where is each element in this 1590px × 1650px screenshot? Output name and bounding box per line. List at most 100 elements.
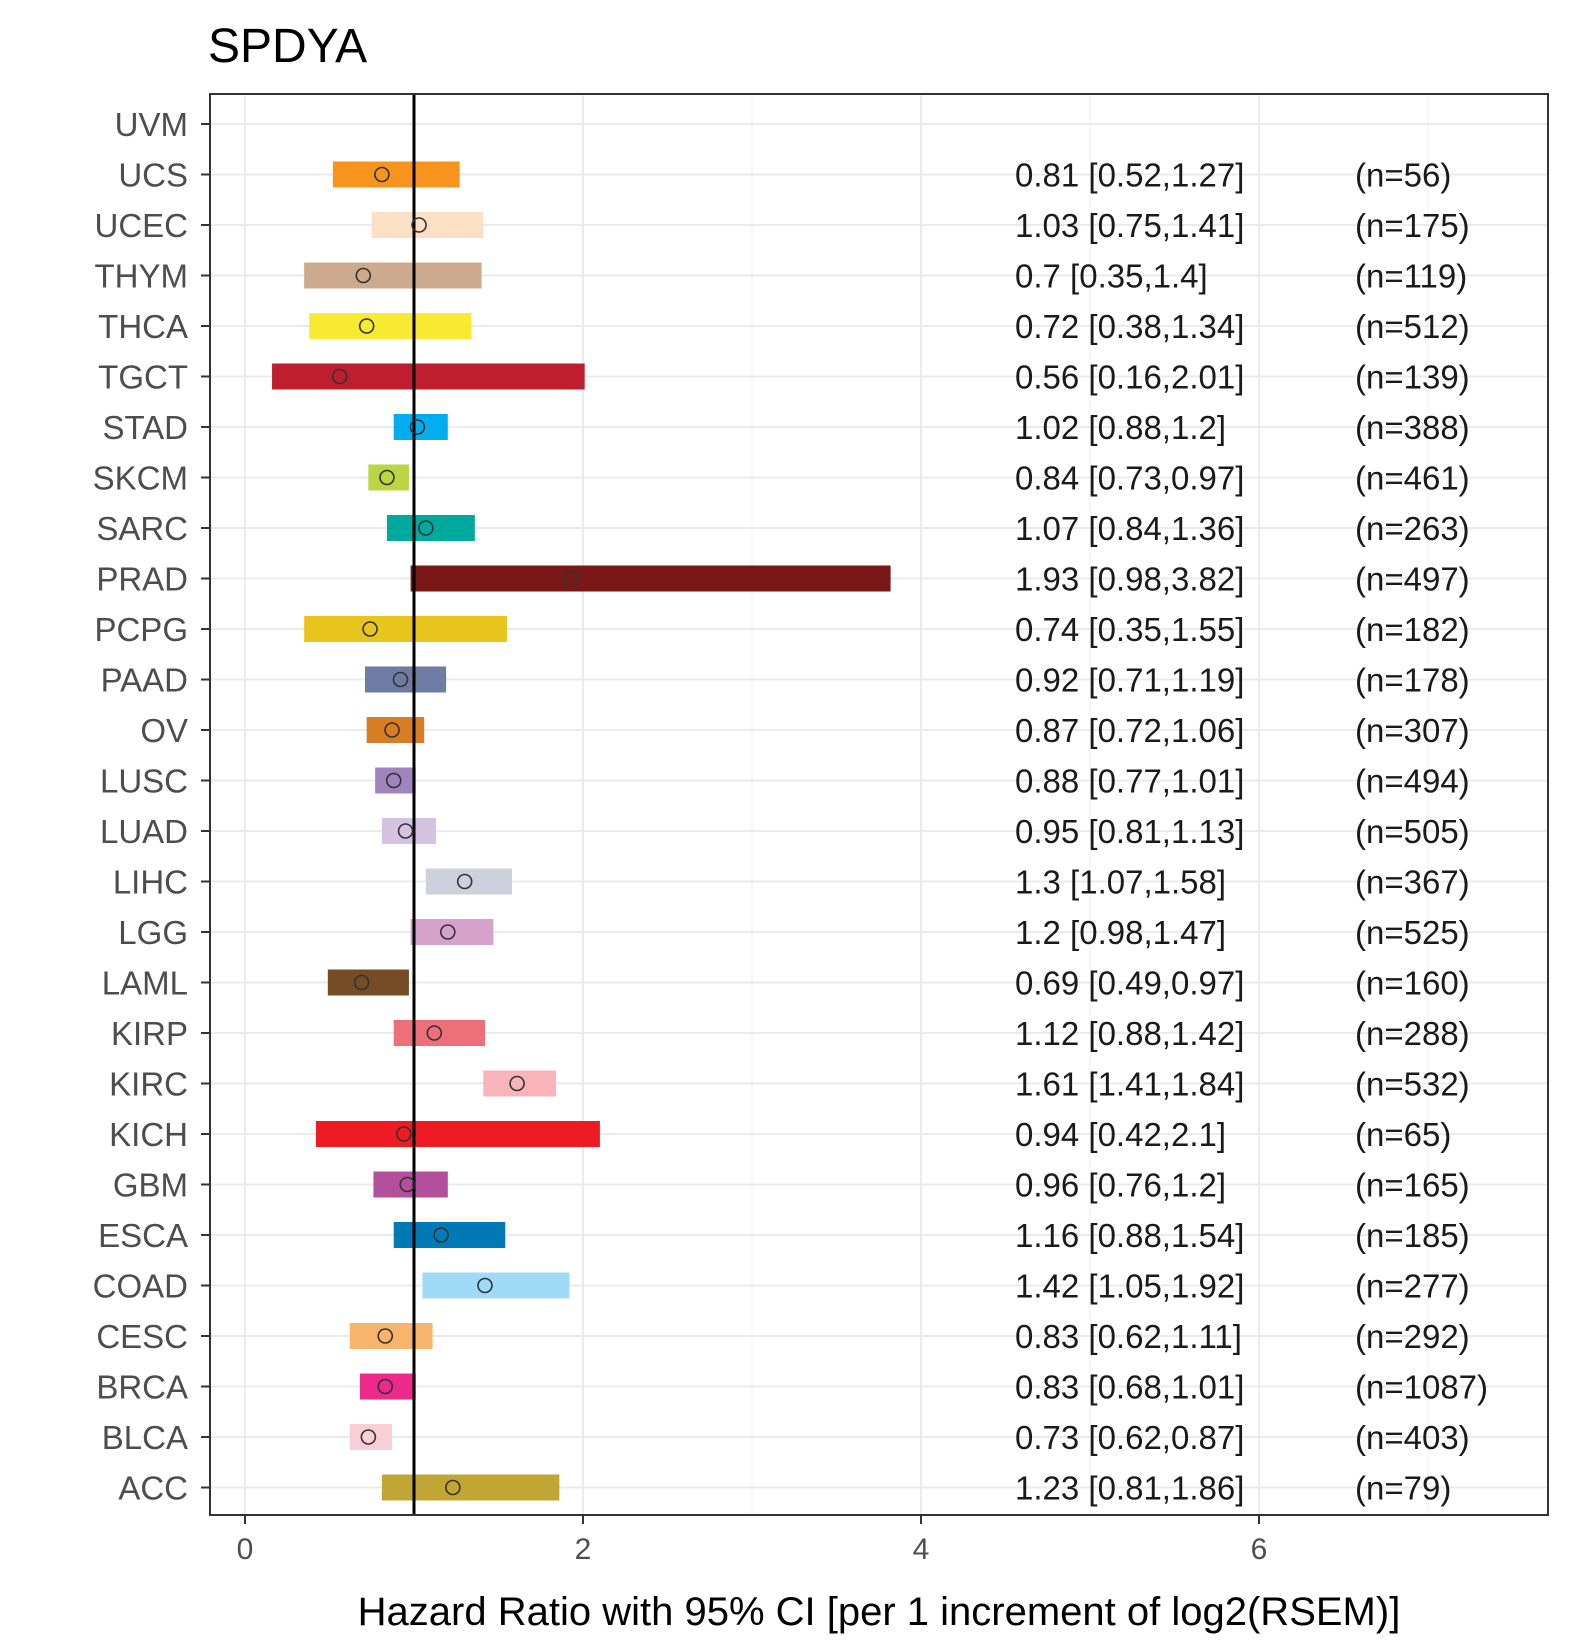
n-text-ucec: (n=175) <box>1355 207 1470 244</box>
y-tick-label-pcpg: PCPG <box>94 611 188 648</box>
n-text-lusc: (n=494) <box>1355 763 1470 800</box>
n-text-cesc: (n=292) <box>1355 1318 1470 1355</box>
n-text-stad: (n=388) <box>1355 409 1470 446</box>
ci-text-blca: 0.73 [0.62,0.87] <box>1015 1419 1244 1456</box>
ci-bars <box>272 161 891 1501</box>
hr-point-brca <box>377 1378 394 1395</box>
n-text-lgg: (n=525) <box>1355 914 1470 951</box>
hr-point-tgct <box>331 368 348 385</box>
ci-bar-ucs <box>332 161 460 188</box>
ci-bar-ov <box>366 717 425 743</box>
hr-point-lihc <box>456 873 473 890</box>
y-tick-label-ucec: UCEC <box>94 207 188 244</box>
n-text-acc: (n=79) <box>1355 1470 1451 1507</box>
y-tick-label-uvm: UVM <box>115 106 188 143</box>
ci-text-tgct: 0.56 [0.16,2.01] <box>1015 359 1244 396</box>
n-text-kirc: (n=532) <box>1355 1066 1470 1103</box>
ci-text-prad: 1.93 [0.98,3.82] <box>1015 561 1244 598</box>
hr-point-gbm <box>399 1176 416 1193</box>
n-text-kirp: (n=288) <box>1355 1015 1470 1052</box>
ci-bar-kirp <box>393 1020 485 1046</box>
hr-point-thca <box>358 318 375 334</box>
x-tick-label: 6 <box>1251 1533 1268 1566</box>
y-tick-label-ov: OV <box>140 712 188 749</box>
y-tick-label-esca: ESCA <box>98 1217 188 1254</box>
panel-border <box>209 93 1549 1516</box>
ci-bar-luad <box>381 818 436 844</box>
y-tick-label-kich: KICH <box>109 1116 188 1153</box>
n-text-prad: (n=497) <box>1355 561 1470 598</box>
ci-bar-paad <box>364 666 447 693</box>
ci-bar-lusc <box>375 767 416 794</box>
y-tick-label-sarc: SARC <box>96 510 188 547</box>
n-text-luad: (n=505) <box>1355 813 1470 850</box>
ci-text-thca: 0.72 [0.38,1.34] <box>1015 308 1244 345</box>
n-text-coad: (n=277) <box>1355 1268 1470 1305</box>
x-tick-label: 2 <box>575 1533 592 1566</box>
n-text-thca: (n=512) <box>1355 308 1470 345</box>
plot-panel <box>210 94 1548 1515</box>
ci-bar-stad <box>393 414 448 440</box>
y-axis: UVM UCS UCEC THYM THCA TGCT STAD SKCM SARC PRAD PC… <box>93 93 1549 1516</box>
y-tick-label-blca: BLCA <box>102 1419 188 1456</box>
hr-point-cesc <box>377 1328 394 1344</box>
ci-bar-gbm <box>373 1171 448 1198</box>
hr-point-blca <box>360 1429 377 1445</box>
y-tick-label-cesc: CESC <box>96 1318 188 1355</box>
y-tick-label-lusc: LUSC <box>100 763 188 800</box>
y-tick-label-ucs: UCS <box>118 157 188 194</box>
n-text-skcm: (n=461) <box>1355 460 1470 497</box>
x-axis: 0 2 4 6 <box>237 1515 1268 1566</box>
ci-bar-tgct <box>272 363 585 390</box>
y-tick-label-prad: PRAD <box>96 561 188 598</box>
hr-point-coad <box>477 1277 493 1294</box>
n-text-tgct: (n=139) <box>1355 359 1470 396</box>
n-text-kich: (n=65) <box>1355 1116 1451 1153</box>
ci-text-skcm: 0.84 [0.73,0.97] <box>1015 460 1244 497</box>
hr-point-ucec <box>411 217 427 233</box>
ci-bar-cesc <box>349 1323 433 1349</box>
hr-point-lgg <box>439 924 456 940</box>
n-text-paad: (n=178) <box>1355 662 1470 699</box>
ci-text-lgg: 1.2 [0.98,1.47] <box>1015 914 1226 951</box>
y-tick-label-kirp: KIRP <box>111 1015 188 1052</box>
hr-point-ucs <box>374 166 390 183</box>
hr-point-stad <box>409 419 426 435</box>
y-tick-label-coad: COAD <box>93 1268 188 1305</box>
hr-point-acc <box>445 1479 461 1496</box>
ci-text-lusc: 0.88 [0.77,1.01] <box>1015 763 1244 800</box>
ci-text-acc: 1.23 [0.81,1.86] <box>1015 1470 1244 1507</box>
ci-text-pcpg: 0.74 [0.35,1.55] <box>1015 611 1244 648</box>
hr-point-kirc <box>509 1075 525 1092</box>
ci-text-sarc: 1.07 [0.84,1.36] <box>1015 510 1244 547</box>
ci-text-brca: 0.83 [0.68,1.01] <box>1015 1369 1244 1406</box>
n-text-ucs: (n=56) <box>1355 157 1451 194</box>
ci-text-gbm: 0.96 [0.76,1.2] <box>1015 1167 1226 1204</box>
n-text-gbm: (n=165) <box>1355 1167 1470 1204</box>
n-text-lihc: (n=367) <box>1355 864 1470 901</box>
hr-point-prad <box>563 570 579 587</box>
ci-text-esca: 1.16 [0.88,1.54] <box>1015 1217 1244 1254</box>
x-tick-label: 0 <box>237 1533 254 1566</box>
ci-text-paad: 0.92 [0.71,1.19] <box>1015 662 1244 699</box>
hr-point-pcpg <box>362 621 378 637</box>
ci-bar-lihc <box>425 868 513 895</box>
ci-bar-lgg <box>410 919 494 945</box>
hr-point-paad <box>392 671 409 688</box>
hr-point-luad <box>397 823 414 839</box>
y-tick-label-laml: LAML <box>102 965 188 1002</box>
hr-point-kich <box>396 1126 412 1142</box>
ci-bar-brca <box>359 1373 416 1400</box>
ci-text-thym: 0.7 [0.35,1.4] <box>1015 258 1208 295</box>
y-tick-label-thca: THCA <box>98 308 188 345</box>
ci-text-laml: 0.69 [0.49,0.97] <box>1015 965 1244 1002</box>
y-tick-label-lgg: LGG <box>118 914 188 951</box>
ci-text-kirp: 1.12 [0.88,1.42] <box>1015 1015 1244 1052</box>
chart-title: SPDYA <box>208 20 367 73</box>
ci-bar-thym <box>304 262 482 289</box>
y-tick-label-lihc: LIHC <box>113 864 188 901</box>
y-tick-label-kirc: KIRC <box>109 1066 188 1103</box>
ci-bar-prad <box>410 565 891 592</box>
y-tick-label-paad: PAAD <box>101 662 188 699</box>
